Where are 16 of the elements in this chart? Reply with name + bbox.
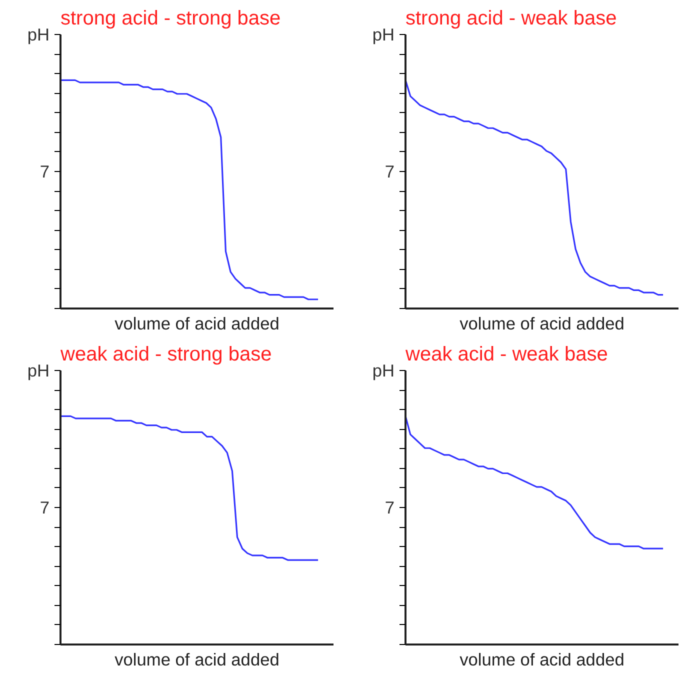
x-axis-title: volume of acid added bbox=[114, 650, 280, 670]
x-axis-title: volume of acid added bbox=[460, 314, 624, 334]
chart-title: strong acid - strong base bbox=[60, 8, 281, 30]
x-axis-title: volume of acid added bbox=[114, 314, 280, 334]
chart-title: strong acid - weak base bbox=[406, 8, 617, 30]
y-axis-title: pH bbox=[27, 24, 50, 44]
x-axis-title: volume of acid added bbox=[460, 650, 624, 670]
y-axis-title: pH bbox=[372, 24, 395, 44]
y-axis-title: pH bbox=[27, 360, 50, 380]
text: 7 bbox=[40, 498, 50, 518]
chart-title: weak acid - strong base bbox=[60, 344, 272, 366]
y-axis-title: pH bbox=[372, 360, 395, 380]
text: 7 bbox=[40, 162, 50, 182]
chart-title: weak acid - weak base bbox=[404, 344, 608, 366]
text: 7 bbox=[384, 162, 395, 182]
text: 7 bbox=[384, 498, 395, 518]
